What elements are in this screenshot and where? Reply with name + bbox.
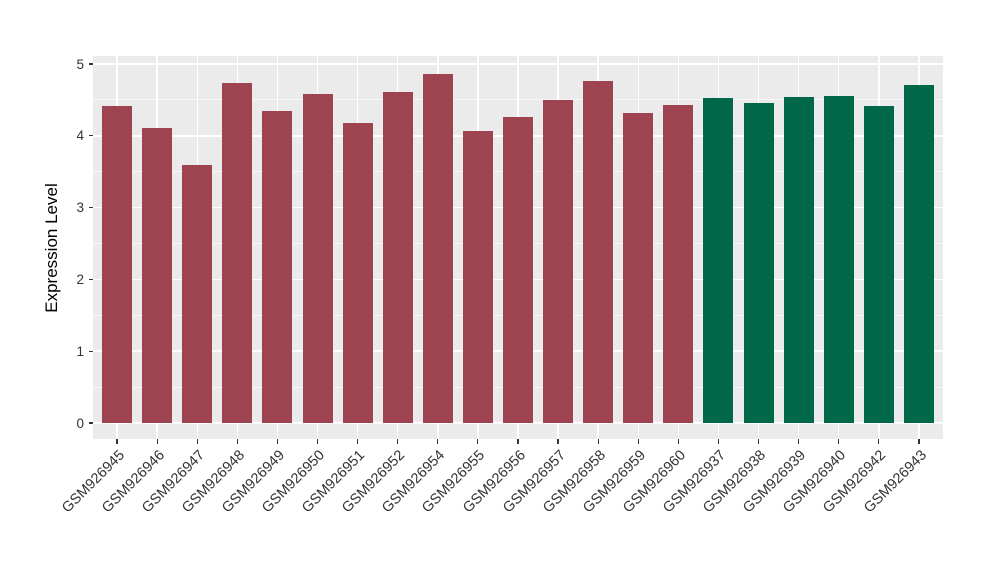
bar: [863, 106, 894, 423]
bar: [503, 117, 533, 423]
bar: [382, 92, 413, 423]
y-tick-label: 4: [76, 128, 84, 144]
x-tick-mark: [878, 439, 880, 444]
x-tick-mark: [236, 439, 238, 444]
y-tick-mark: [88, 63, 93, 65]
bar: [342, 122, 373, 423]
bar: [102, 106, 133, 423]
bar: [142, 127, 173, 423]
x-tick-mark: [637, 439, 639, 444]
bar: [783, 97, 814, 423]
bar: [823, 95, 854, 423]
x-tick-mark: [918, 439, 920, 444]
y-tick-mark: [88, 135, 93, 137]
bar: [262, 110, 293, 423]
gridline-horizontal-major: [93, 422, 943, 424]
bar: [422, 74, 453, 423]
x-tick-mark: [717, 439, 720, 444]
gridline-horizontal-minor: [93, 99, 943, 101]
x-tick-mark: [316, 439, 319, 444]
x-tick-mark: [357, 439, 359, 444]
y-tick-label: 3: [76, 200, 84, 216]
bar: [583, 81, 614, 423]
x-tick-mark: [196, 439, 198, 444]
x-tick-mark: [838, 439, 840, 444]
x-tick-mark: [437, 439, 439, 444]
bar: [302, 94, 333, 423]
x-tick-mark: [557, 439, 559, 444]
bar: [462, 130, 493, 423]
bar: [623, 112, 654, 423]
x-tick-mark: [517, 439, 519, 444]
bar: [663, 104, 694, 423]
bar: [543, 99, 574, 423]
bar: [903, 84, 934, 423]
y-tick-label: 0: [76, 415, 84, 431]
x-tick-mark: [156, 439, 158, 444]
bar: [182, 165, 213, 423]
gridline-horizontal-major: [93, 63, 943, 65]
y-tick-mark: [88, 422, 93, 424]
y-tick-mark: [88, 350, 93, 352]
bar: [703, 98, 734, 423]
bar: [222, 82, 253, 423]
x-tick-mark: [757, 439, 760, 444]
x-tick-mark: [276, 439, 279, 444]
x-tick-mark: [116, 439, 118, 444]
bar: [743, 103, 774, 423]
x-tick-mark: [597, 439, 599, 444]
y-tick-mark: [88, 278, 93, 280]
y-tick-mark: [88, 207, 93, 209]
x-tick-mark: [477, 439, 479, 444]
plot-panel: [93, 56, 943, 439]
y-tick-label: 2: [76, 271, 84, 287]
y-tick-label: 1: [76, 343, 84, 359]
x-tick-mark: [677, 439, 679, 444]
y-tick-label: 5: [76, 56, 84, 72]
x-tick-mark: [397, 439, 399, 444]
x-tick-mark: [798, 439, 800, 444]
